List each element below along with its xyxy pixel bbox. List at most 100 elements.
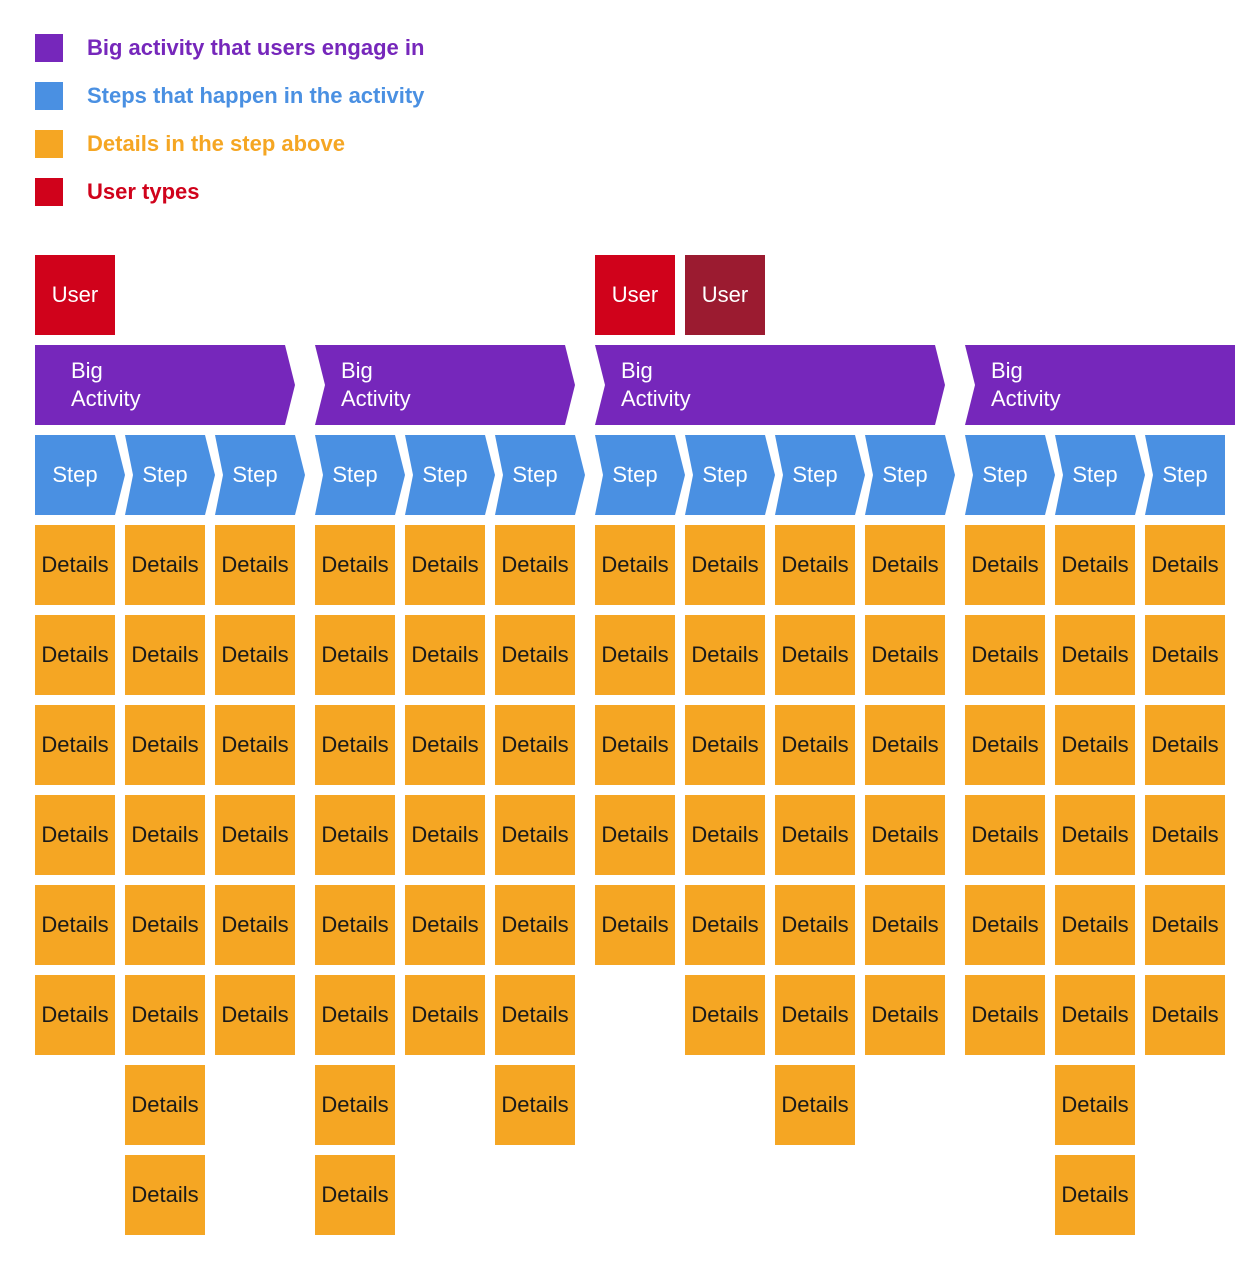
step-chevron[interactable]: Step: [495, 435, 585, 515]
step-chevron[interactable]: Step: [1145, 435, 1225, 515]
detail-card[interactable]: Details: [125, 885, 205, 965]
detail-card[interactable]: Details: [865, 885, 945, 965]
detail-card[interactable]: Details: [1055, 1155, 1135, 1235]
step-chevron[interactable]: Step: [865, 435, 955, 515]
detail-card[interactable]: Details: [775, 795, 855, 875]
detail-card[interactable]: Details: [125, 795, 205, 875]
detail-card[interactable]: Details: [685, 885, 765, 965]
activity-banner[interactable]: Big Activity: [965, 345, 1235, 425]
detail-card[interactable]: Details: [1055, 525, 1135, 605]
detail-card[interactable]: Details: [315, 525, 395, 605]
detail-card[interactable]: Details: [495, 975, 575, 1055]
user-card[interactable]: User: [595, 255, 675, 335]
step-chevron[interactable]: Step: [215, 435, 305, 515]
detail-card[interactable]: Details: [315, 795, 395, 875]
detail-card[interactable]: Details: [965, 885, 1045, 965]
detail-card[interactable]: Details: [315, 885, 395, 965]
detail-card[interactable]: Details: [1055, 705, 1135, 785]
detail-card[interactable]: Details: [215, 885, 295, 965]
detail-card[interactable]: Details: [35, 525, 115, 605]
detail-card[interactable]: Details: [595, 525, 675, 605]
detail-card[interactable]: Details: [495, 615, 575, 695]
detail-card[interactable]: Details: [965, 615, 1045, 695]
detail-card[interactable]: Details: [405, 885, 485, 965]
detail-card[interactable]: Details: [125, 1065, 205, 1145]
detail-card[interactable]: Details: [1055, 615, 1135, 695]
detail-card[interactable]: Details: [1145, 795, 1225, 875]
detail-card[interactable]: Details: [865, 705, 945, 785]
detail-card[interactable]: Details: [215, 525, 295, 605]
detail-card[interactable]: Details: [595, 795, 675, 875]
detail-card[interactable]: Details: [1145, 615, 1225, 695]
detail-card[interactable]: Details: [685, 525, 765, 605]
detail-card[interactable]: Details: [215, 975, 295, 1055]
detail-card[interactable]: Details: [125, 1155, 205, 1235]
detail-card[interactable]: Details: [595, 615, 675, 695]
detail-card[interactable]: Details: [685, 705, 765, 785]
detail-card[interactable]: Details: [1145, 885, 1225, 965]
detail-card[interactable]: Details: [865, 615, 945, 695]
step-chevron[interactable]: Step: [405, 435, 495, 515]
activity-banner[interactable]: Big Activity: [595, 345, 955, 425]
detail-card[interactable]: Details: [1145, 705, 1225, 785]
detail-card[interactable]: Details: [595, 705, 675, 785]
step-chevron[interactable]: Step: [35, 435, 125, 515]
detail-card[interactable]: Details: [215, 705, 295, 785]
step-chevron[interactable]: Step: [125, 435, 215, 515]
detail-card[interactable]: Details: [775, 705, 855, 785]
detail-card[interactable]: Details: [1145, 975, 1225, 1055]
detail-card[interactable]: Details: [1055, 975, 1135, 1055]
step-chevron[interactable]: Step: [595, 435, 685, 515]
detail-card[interactable]: Details: [35, 615, 115, 695]
detail-card[interactable]: Details: [775, 525, 855, 605]
step-chevron[interactable]: Step: [685, 435, 775, 515]
detail-card[interactable]: Details: [865, 975, 945, 1055]
detail-card[interactable]: Details: [1055, 1065, 1135, 1145]
detail-card[interactable]: Details: [405, 615, 485, 695]
activity-banner[interactable]: Big Activity: [315, 345, 585, 425]
detail-card[interactable]: Details: [965, 525, 1045, 605]
detail-card[interactable]: Details: [965, 975, 1045, 1055]
detail-card[interactable]: Details: [405, 975, 485, 1055]
detail-card[interactable]: Details: [775, 885, 855, 965]
detail-card[interactable]: Details: [315, 1065, 395, 1145]
detail-card[interactable]: Details: [405, 705, 485, 785]
detail-card[interactable]: Details: [125, 975, 205, 1055]
detail-card[interactable]: Details: [865, 525, 945, 605]
detail-card[interactable]: Details: [775, 975, 855, 1055]
detail-card[interactable]: Details: [215, 615, 295, 695]
step-chevron[interactable]: Step: [775, 435, 865, 515]
detail-card[interactable]: Details: [1055, 795, 1135, 875]
detail-card[interactable]: Details: [775, 615, 855, 695]
detail-card[interactable]: Details: [685, 975, 765, 1055]
detail-card[interactable]: Details: [495, 795, 575, 875]
detail-card[interactable]: Details: [35, 795, 115, 875]
step-chevron[interactable]: Step: [965, 435, 1055, 515]
detail-card[interactable]: Details: [685, 615, 765, 695]
detail-card[interactable]: Details: [865, 795, 945, 875]
detail-card[interactable]: Details: [965, 795, 1045, 875]
detail-card[interactable]: Details: [315, 975, 395, 1055]
detail-card[interactable]: Details: [35, 705, 115, 785]
detail-card[interactable]: Details: [495, 705, 575, 785]
detail-card[interactable]: Details: [125, 705, 205, 785]
detail-card[interactable]: Details: [495, 525, 575, 605]
detail-card[interactable]: Details: [405, 795, 485, 875]
step-chevron[interactable]: Step: [315, 435, 405, 515]
detail-card[interactable]: Details: [405, 525, 485, 605]
detail-card[interactable]: Details: [35, 885, 115, 965]
step-chevron[interactable]: Step: [1055, 435, 1145, 515]
detail-card[interactable]: Details: [685, 795, 765, 875]
detail-card[interactable]: Details: [1145, 525, 1225, 605]
detail-card[interactable]: Details: [215, 795, 295, 875]
detail-card[interactable]: Details: [35, 975, 115, 1055]
detail-card[interactable]: Details: [965, 705, 1045, 785]
detail-card[interactable]: Details: [495, 1065, 575, 1145]
detail-card[interactable]: Details: [125, 615, 205, 695]
detail-card[interactable]: Details: [315, 615, 395, 695]
user-card[interactable]: User: [35, 255, 115, 335]
detail-card[interactable]: Details: [125, 525, 205, 605]
detail-card[interactable]: Details: [775, 1065, 855, 1145]
detail-card[interactable]: Details: [495, 885, 575, 965]
detail-card[interactable]: Details: [1055, 885, 1135, 965]
